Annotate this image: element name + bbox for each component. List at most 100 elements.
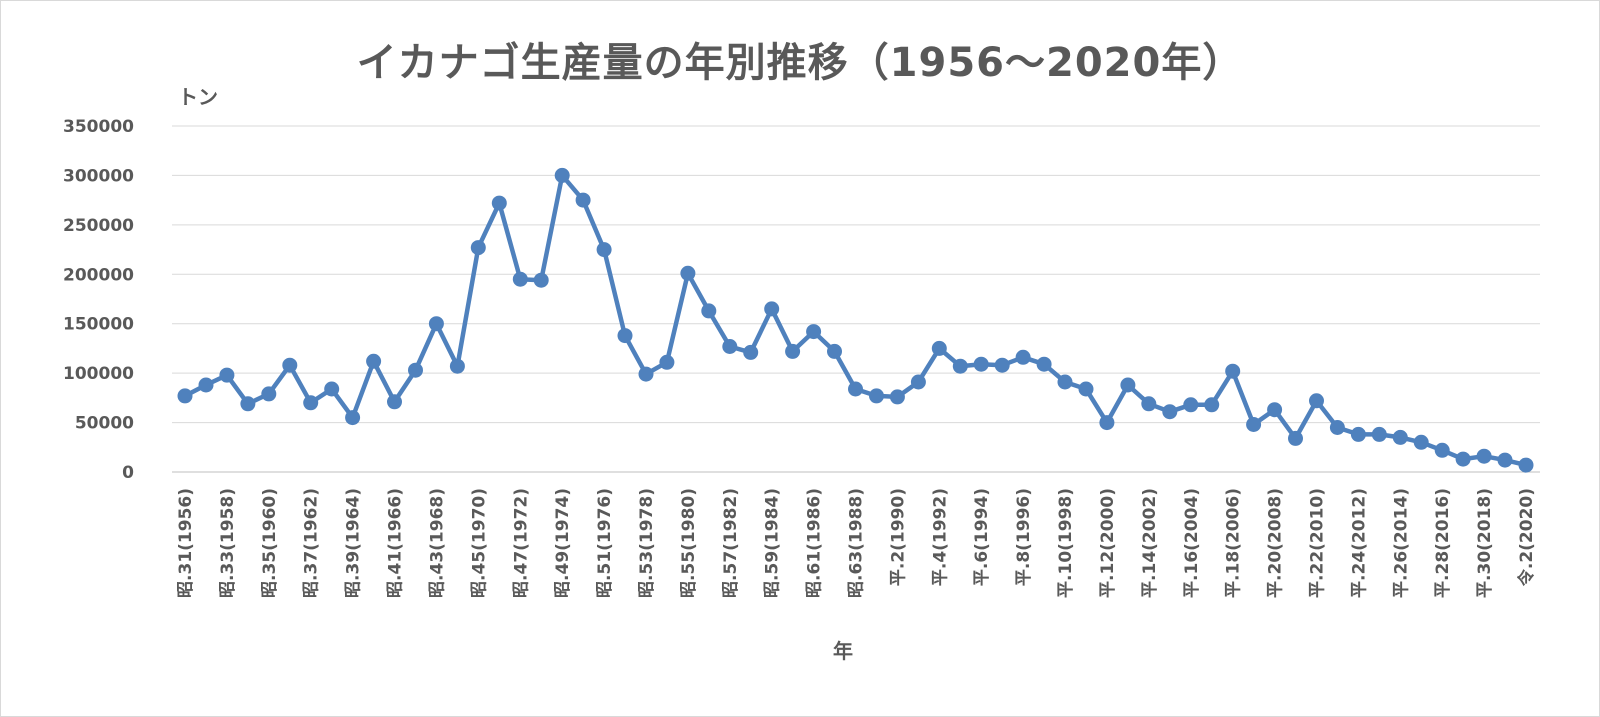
data-point xyxy=(366,353,382,369)
data-point xyxy=(282,357,298,373)
y-tick-label: 300000 xyxy=(63,166,134,186)
data-point xyxy=(806,324,822,340)
data-point xyxy=(1497,452,1513,468)
y-tick-label: 250000 xyxy=(63,216,134,236)
data-point xyxy=(1371,426,1387,442)
data-point xyxy=(910,374,926,390)
data-point xyxy=(303,395,319,411)
data-point xyxy=(554,167,570,183)
data-point xyxy=(1036,356,1052,372)
data-point xyxy=(743,344,759,360)
x-tick-label: 平.28(2016) xyxy=(1433,488,1453,598)
data-point xyxy=(428,316,444,332)
data-point xyxy=(240,396,256,412)
series-production xyxy=(177,167,1534,473)
data-point xyxy=(1141,396,1157,412)
x-tick-label: 平.22(2010) xyxy=(1307,488,1327,598)
x-tick-label: 昭.49(1974) xyxy=(553,488,573,598)
series-line xyxy=(182,173,1529,468)
x-tick-label: 平.12(2000) xyxy=(1098,488,1118,598)
y-tick-label: 350000 xyxy=(63,117,134,137)
x-tick-label: 平.30(2018) xyxy=(1475,488,1495,598)
data-point xyxy=(617,328,633,344)
y-tick-label: 200000 xyxy=(63,265,134,285)
x-tick-label: 昭.37(1962) xyxy=(302,488,322,598)
data-point xyxy=(1476,448,1492,464)
data-point xyxy=(827,343,842,359)
data-point xyxy=(1183,397,1199,413)
data-point xyxy=(722,339,738,354)
x-tick-label: 昭.45(1970) xyxy=(469,488,489,598)
x-tick-label: 昭.55(1980) xyxy=(679,488,699,598)
data-point xyxy=(1057,374,1073,390)
x-tick-label: 昭.35(1960) xyxy=(260,488,280,598)
data-point xyxy=(1120,377,1136,393)
data-point xyxy=(1204,397,1220,413)
x-tick-label: 昭.39(1964) xyxy=(344,488,364,598)
x-tick-label: 昭.63(1988) xyxy=(847,488,867,598)
data-point xyxy=(470,240,486,256)
data-point xyxy=(491,195,507,211)
x-axis-tick-labels: 昭.31(1956) 昭.33(1958) 昭.35(1960) 昭.37(1962)… xyxy=(176,488,1537,598)
data-point xyxy=(219,367,235,383)
data-point xyxy=(1455,451,1471,467)
data-point xyxy=(345,410,361,426)
x-tick-label: 平.20(2008) xyxy=(1266,488,1286,598)
data-point xyxy=(638,366,654,382)
x-tick-label: 平.14(2002) xyxy=(1140,488,1160,598)
data-point xyxy=(952,358,968,374)
data-point xyxy=(889,389,905,405)
y-tick-label: 0 xyxy=(122,463,134,483)
data-point xyxy=(701,303,717,319)
data-point xyxy=(261,386,277,402)
data-point xyxy=(575,192,591,208)
x-tick-label: 昭.59(1984) xyxy=(763,488,783,598)
data-point xyxy=(1518,457,1534,473)
data-point xyxy=(785,343,801,359)
data-point xyxy=(1413,434,1429,450)
data-point xyxy=(198,377,214,393)
y-axis-tick-labels: 0 50000 100000 150000 200000 250000 300000 3500… xyxy=(63,117,134,483)
data-point xyxy=(1015,349,1031,365)
x-tick-label: 平.26(2014) xyxy=(1391,488,1411,598)
data-point xyxy=(533,272,549,288)
x-tick-label: 昭.43(1968) xyxy=(427,488,447,598)
x-tick-label: 昭.51(1976) xyxy=(595,488,615,598)
x-tick-label: 平.2(1990) xyxy=(888,488,908,586)
data-point xyxy=(931,340,947,356)
data-point xyxy=(659,354,675,370)
data-point xyxy=(408,362,423,378)
x-tick-label: 昭.41(1966) xyxy=(386,488,406,598)
y-tick-label: 50000 xyxy=(75,414,134,434)
x-tick-label: 昭.53(1978) xyxy=(637,488,657,598)
x-tick-label: 昭.47(1972) xyxy=(511,488,531,598)
data-point xyxy=(1225,363,1241,379)
y-tick-label: 150000 xyxy=(63,315,134,335)
data-point xyxy=(1288,430,1303,446)
data-point xyxy=(973,356,989,372)
data-point xyxy=(449,358,465,374)
data-point xyxy=(1392,429,1408,445)
data-point xyxy=(1267,402,1283,418)
x-tick-label: 平.18(2006) xyxy=(1224,488,1244,598)
x-tick-label: 昭.57(1982) xyxy=(721,488,741,598)
x-tick-label: 平.16(2004) xyxy=(1182,488,1202,598)
data-point xyxy=(324,381,340,397)
x-tick-label: 昭.33(1958) xyxy=(218,488,238,598)
data-point xyxy=(1434,442,1450,458)
x-tick-label: 平.8(1996) xyxy=(1014,488,1034,586)
x-tick-label: 平.6(1994) xyxy=(972,488,992,586)
data-point xyxy=(1246,417,1262,432)
data-point xyxy=(1329,420,1345,435)
x-tick-label: 平.24(2012) xyxy=(1349,488,1369,598)
data-point xyxy=(994,357,1010,373)
data-point xyxy=(177,388,193,404)
x-tick-label: 令.2(2020) xyxy=(1516,488,1537,586)
data-point xyxy=(1162,404,1178,420)
data-point xyxy=(869,388,884,404)
gridlines xyxy=(172,125,1540,473)
data-point xyxy=(680,265,696,281)
data-point xyxy=(387,394,402,410)
